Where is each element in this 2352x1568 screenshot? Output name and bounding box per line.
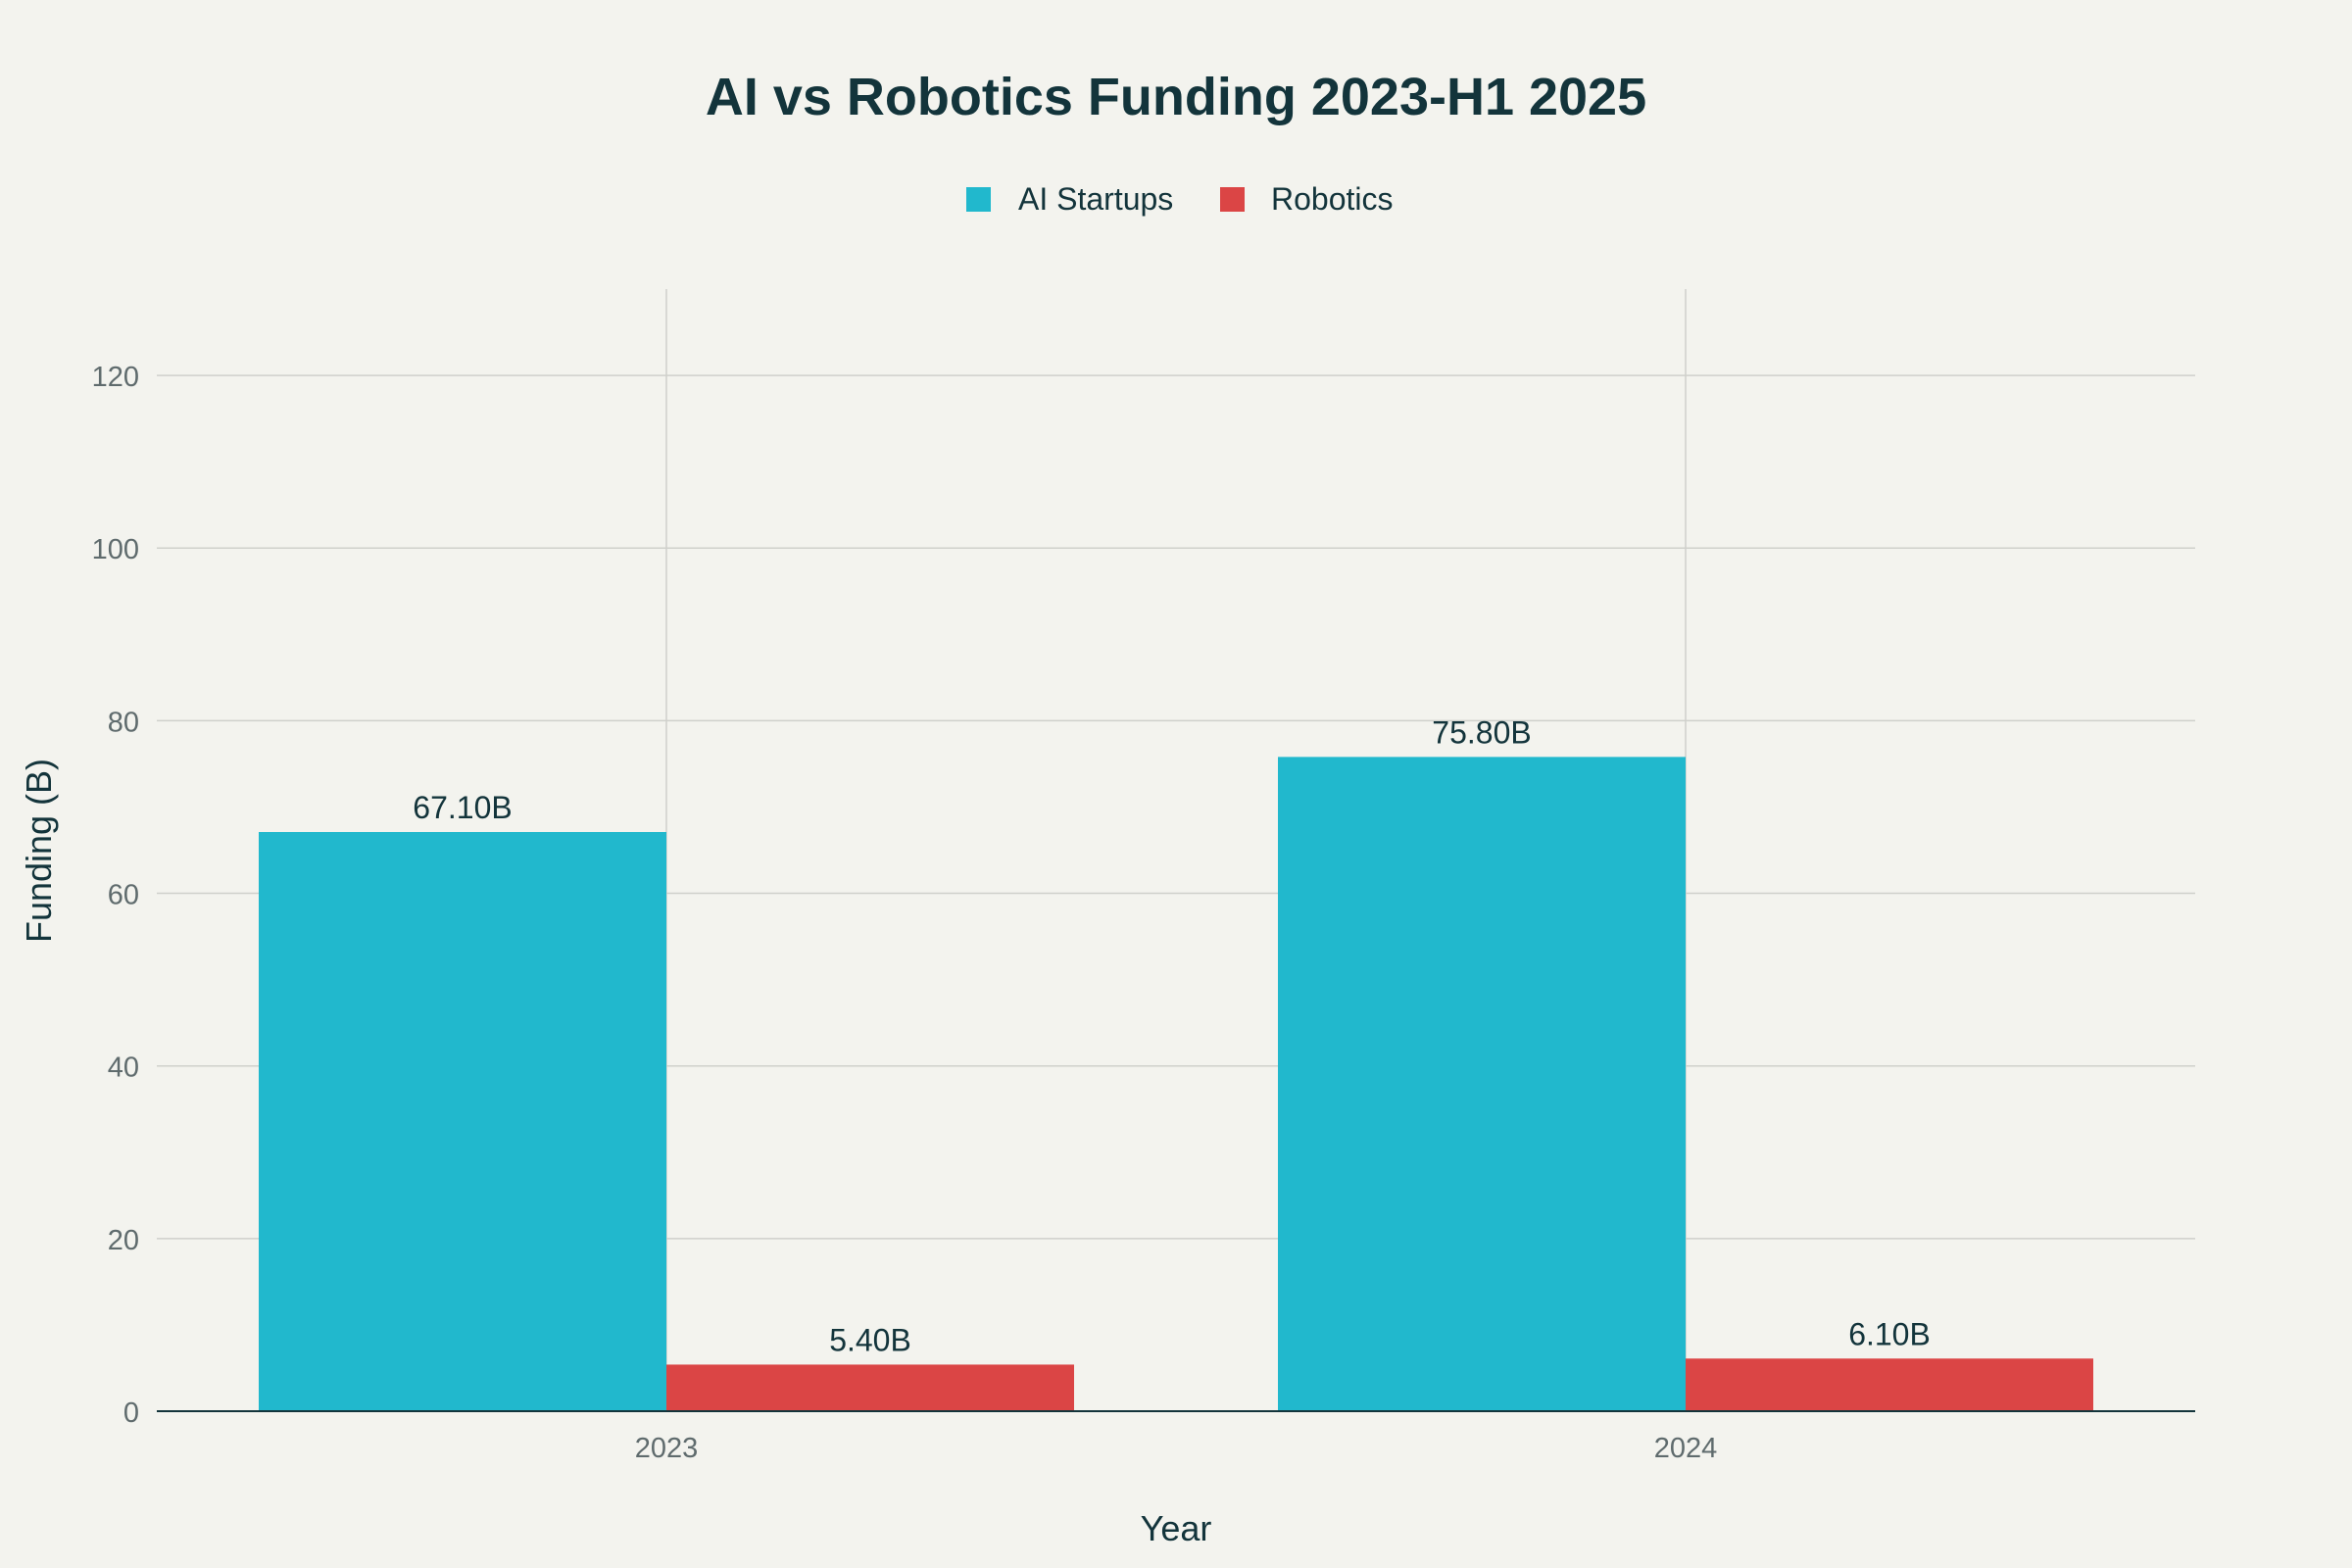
x-tick-label: 2024 bbox=[1654, 1433, 1718, 1464]
bar-robotics-2024 bbox=[1686, 1358, 2093, 1411]
y-tick-label: 80 bbox=[108, 707, 139, 738]
y-axis-ticks: 0 20 40 60 80 100 120 bbox=[92, 362, 139, 1429]
data-label: 5.40B bbox=[829, 1322, 911, 1357]
y-tick-label: 0 bbox=[123, 1397, 139, 1429]
x-axis-label: Year bbox=[1141, 1508, 1212, 1548]
legend-label-robotics: Robotics bbox=[1271, 181, 1394, 217]
y-tick-label: 100 bbox=[92, 534, 139, 565]
y-tick-label: 40 bbox=[108, 1053, 139, 1084]
x-tick-label: 2023 bbox=[635, 1433, 699, 1464]
y-tick-label: 20 bbox=[108, 1225, 139, 1256]
chart-title: AI vs Robotics Funding 2023-H1 2025 bbox=[706, 68, 1646, 126]
bar-ai-startups-2023 bbox=[259, 832, 666, 1411]
legend-swatch-robotics bbox=[1220, 187, 1245, 212]
y-tick-label: 60 bbox=[108, 880, 139, 911]
data-label: 67.10B bbox=[413, 790, 512, 825]
data-label: 6.10B bbox=[1848, 1316, 1931, 1351]
bars bbox=[259, 757, 2093, 1411]
data-labels: 67.10B 5.40B 75.80B 6.10B bbox=[413, 714, 1931, 1357]
legend: AI Startups Robotics bbox=[966, 181, 1394, 217]
y-tick-label: 120 bbox=[92, 362, 139, 393]
bar-ai-startups-2024 bbox=[1278, 757, 1686, 1411]
x-axis-ticks: 2023 2024 bbox=[635, 1433, 1718, 1464]
y-axis-label: Funding (B) bbox=[19, 759, 59, 943]
bar-robotics-2023 bbox=[666, 1364, 1074, 1411]
legend-label-ai-startups: AI Startups bbox=[1018, 181, 1173, 217]
data-label: 75.80B bbox=[1432, 714, 1531, 750]
legend-swatch-ai-startups bbox=[966, 187, 991, 212]
